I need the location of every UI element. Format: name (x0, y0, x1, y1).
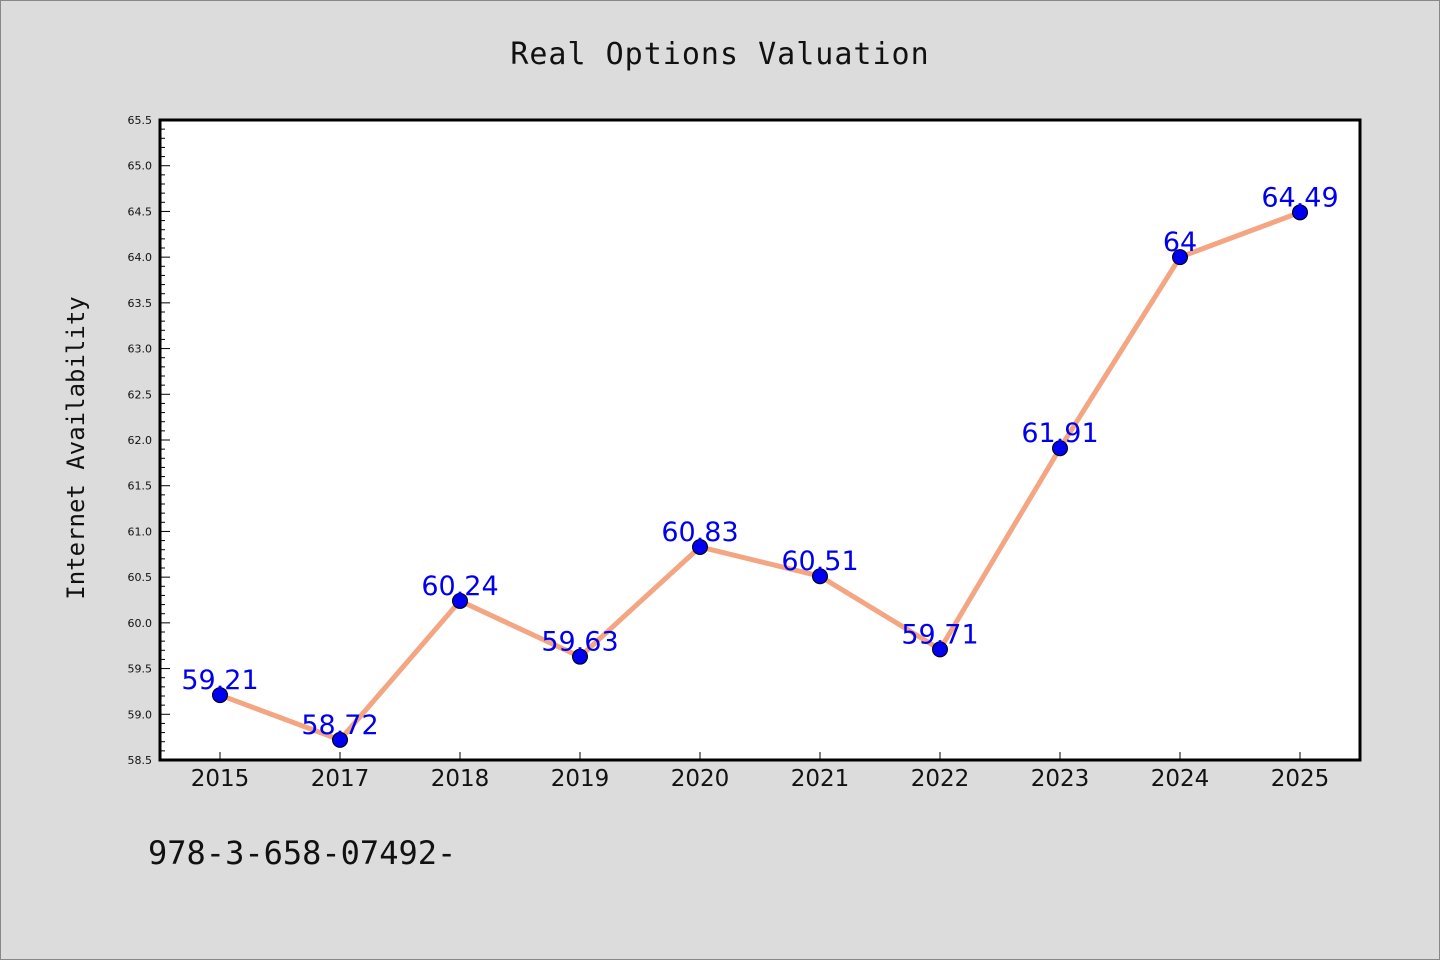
data-point (1052, 440, 1068, 457)
data-point (332, 731, 348, 748)
y-tick-label: 60.5 (128, 571, 153, 584)
y-tick-label: 58.5 (128, 754, 153, 767)
data-label: 60.51 (781, 546, 858, 577)
data-point (212, 687, 228, 704)
data-label: 59.21 (181, 665, 258, 696)
data-point (812, 568, 828, 585)
data-label: 59.63 (541, 627, 618, 658)
data-label: 60.24 (421, 571, 498, 602)
footer-text: 978-3-658-07492- (148, 834, 456, 872)
x-tick-label: 2019 (551, 766, 610, 792)
y-tick-label: 61.0 (128, 525, 153, 538)
y-tick-label: 59.0 (128, 708, 153, 721)
data-label: 59.71 (901, 619, 978, 650)
y-tick-label: 64.0 (128, 251, 153, 264)
series-line (217, 209, 1303, 743)
y-tick-label: 61.5 (128, 480, 153, 493)
y-axis: 58.5 59.0 59.5 60.0 60.5 61.0 61.5 62.0 62.5 63.0… (128, 114, 170, 767)
data-label: 64 (1163, 227, 1197, 258)
data-point (572, 648, 588, 665)
y-tick-label: 62.5 (128, 388, 153, 401)
data-point (692, 538, 708, 555)
x-tick-label: 2024 (1151, 766, 1210, 792)
data-point (932, 641, 948, 658)
data-label: 61.91 (1021, 418, 1098, 449)
x-tick-label: 2023 (1031, 766, 1090, 792)
x-tick-label: 2021 (791, 766, 850, 792)
y-tick-label: 63.0 (128, 343, 153, 356)
series-layer: 59.21 58.72 60.24 59.63 60.83 60.51 59.71 61.91… (181, 182, 1339, 748)
data-label: 64.49 (1261, 182, 1338, 213)
data-label: 58.72 (301, 710, 378, 741)
x-tick-label: 2018 (431, 766, 490, 792)
chart-title: Real Options Valuation (510, 37, 929, 72)
x-tick-label: 2025 (1271, 766, 1330, 792)
y-tick-label: 62.0 (128, 434, 153, 447)
y-axis-label: Internet Availability (62, 296, 90, 599)
x-axis: 2015 2017 2018 2019 2020 2021 2022 2023 2024 2025 (191, 752, 1330, 792)
plot-area (158, 118, 1362, 762)
data-point (1172, 249, 1188, 266)
x-tick-label: 2015 (191, 766, 250, 792)
y-tick-label: 65.0 (128, 160, 153, 173)
data-point (452, 592, 468, 609)
y-tick-label: 59.5 (128, 663, 153, 676)
x-tick-label: 2017 (311, 766, 370, 792)
y-tick-label: 63.5 (128, 297, 153, 310)
data-label: 60.83 (661, 517, 738, 548)
y-tick-label: 64.5 (128, 205, 153, 218)
y-tick-label: 65.5 (128, 114, 153, 127)
x-tick-label: 2020 (671, 766, 730, 792)
y-tick-label: 60.0 (128, 617, 153, 630)
data-point (1292, 204, 1308, 221)
x-tick-label: 2022 (911, 766, 970, 792)
